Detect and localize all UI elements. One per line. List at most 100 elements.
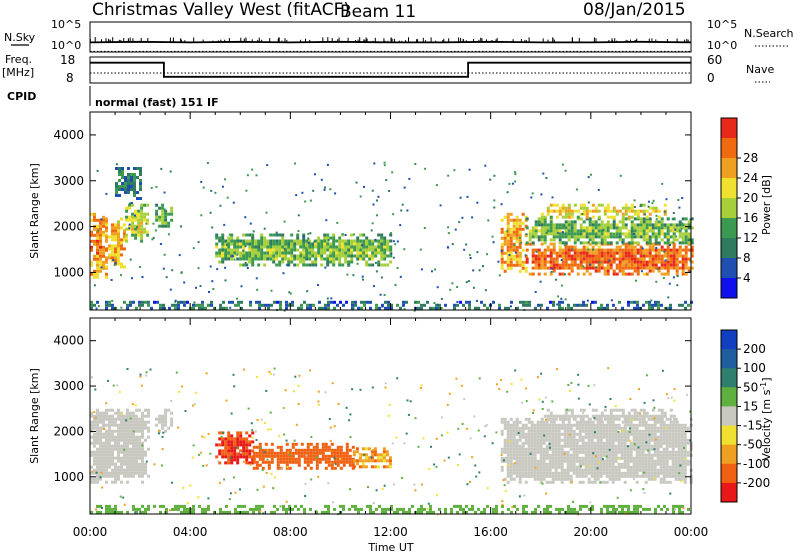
echo-cell — [623, 426, 627, 430]
echo-cell — [105, 238, 108, 242]
echo-cell — [282, 451, 286, 455]
echo-cell — [272, 257, 276, 261]
echo-speck — [672, 276, 675, 279]
echo-speck — [491, 235, 494, 238]
echo-cell — [558, 510, 561, 514]
echo-cell — [380, 257, 384, 261]
echo-cell — [111, 423, 114, 427]
echo-speck — [159, 243, 162, 245]
echo-speck — [602, 228, 605, 231]
echo-cell — [261, 303, 264, 307]
echo-cell — [651, 269, 655, 273]
echo-speck — [361, 244, 364, 247]
echo-cell — [518, 233, 522, 237]
echo-cell — [155, 209, 159, 213]
echo-cell — [611, 438, 615, 442]
echo-cell — [585, 226, 589, 230]
echo-cell — [515, 248, 519, 252]
echo-cell — [644, 465, 648, 469]
echo-speck — [329, 188, 332, 191]
echo-cell — [591, 226, 595, 230]
echo-cell — [674, 426, 678, 430]
echo-cell — [272, 248, 276, 252]
echo-cell — [352, 450, 356, 454]
echo-cell — [221, 452, 225, 456]
echo-cell — [608, 432, 612, 436]
echo-cell — [611, 435, 615, 439]
echo-cell — [603, 235, 607, 239]
echo-cell — [121, 185, 124, 188]
echo-cell — [509, 233, 513, 237]
echo-cell — [680, 426, 684, 430]
echo-cell — [584, 444, 588, 448]
echo-cell — [515, 260, 519, 264]
echo-cell — [369, 504, 372, 508]
echo-cell — [680, 438, 684, 442]
echo-cell — [242, 245, 246, 249]
echo-cell — [509, 423, 513, 427]
echo-cell — [578, 462, 582, 466]
echo-cell — [515, 450, 519, 454]
echo-cell — [654, 238, 658, 242]
echo-cell — [536, 420, 540, 424]
echo-cell — [639, 245, 643, 249]
echo-cell — [609, 248, 613, 252]
echo-cell — [624, 212, 628, 216]
echo-cell — [680, 444, 684, 448]
echo-cell — [288, 507, 291, 511]
echo-cell — [533, 426, 537, 430]
echo-cell — [552, 260, 556, 264]
echo-cell — [566, 432, 570, 436]
echo-cell — [537, 220, 541, 224]
echo-cell — [518, 444, 522, 448]
echo-cell — [468, 507, 471, 511]
echo-cell — [164, 408, 168, 412]
echo-speck — [379, 293, 382, 296]
echo-cell — [315, 463, 319, 467]
echo-cell — [687, 266, 691, 270]
echo-cell — [180, 510, 183, 514]
echo-cell — [620, 453, 624, 457]
echo-cell — [230, 461, 234, 465]
echo-cell — [567, 266, 571, 270]
echo-cell — [263, 254, 267, 258]
echo-cell — [647, 471, 651, 475]
echo-cell — [308, 254, 312, 258]
echo-cell — [105, 432, 108, 436]
echo-cell — [114, 477, 117, 481]
echo-cell — [120, 426, 123, 430]
echo-cell — [642, 266, 646, 270]
echo-cell — [518, 221, 522, 225]
echo-cell — [509, 426, 513, 430]
echo-cell — [120, 241, 123, 245]
echo-cell — [647, 423, 651, 427]
echo-cell — [588, 417, 592, 421]
echo-cell — [528, 235, 532, 239]
echo-cell — [647, 441, 651, 445]
echo-cell — [629, 453, 633, 457]
echo-cell — [362, 242, 366, 246]
echo-cell — [540, 263, 544, 267]
echo-cell — [512, 441, 516, 445]
echo-cell — [659, 426, 663, 430]
echo-cell — [650, 438, 654, 442]
echo-cell — [591, 300, 594, 304]
echo-cell — [537, 303, 540, 307]
echo-cell — [678, 260, 682, 264]
echo-speck — [95, 307, 98, 310]
echo-speck — [571, 248, 574, 251]
echo-cell — [576, 303, 579, 307]
echo-cell — [186, 300, 189, 304]
echo-cell — [657, 303, 660, 307]
echo-cell — [315, 466, 319, 470]
echo-cell — [612, 504, 615, 508]
echo-cell — [608, 468, 612, 472]
echo-cell — [536, 459, 540, 463]
echo-cell — [308, 248, 312, 252]
echo-speck — [664, 259, 667, 262]
echo-cell — [605, 474, 609, 478]
echo-cell — [128, 215, 132, 219]
echo-cell — [629, 456, 633, 460]
echo-cell — [573, 241, 577, 245]
echo-cell — [309, 460, 313, 464]
